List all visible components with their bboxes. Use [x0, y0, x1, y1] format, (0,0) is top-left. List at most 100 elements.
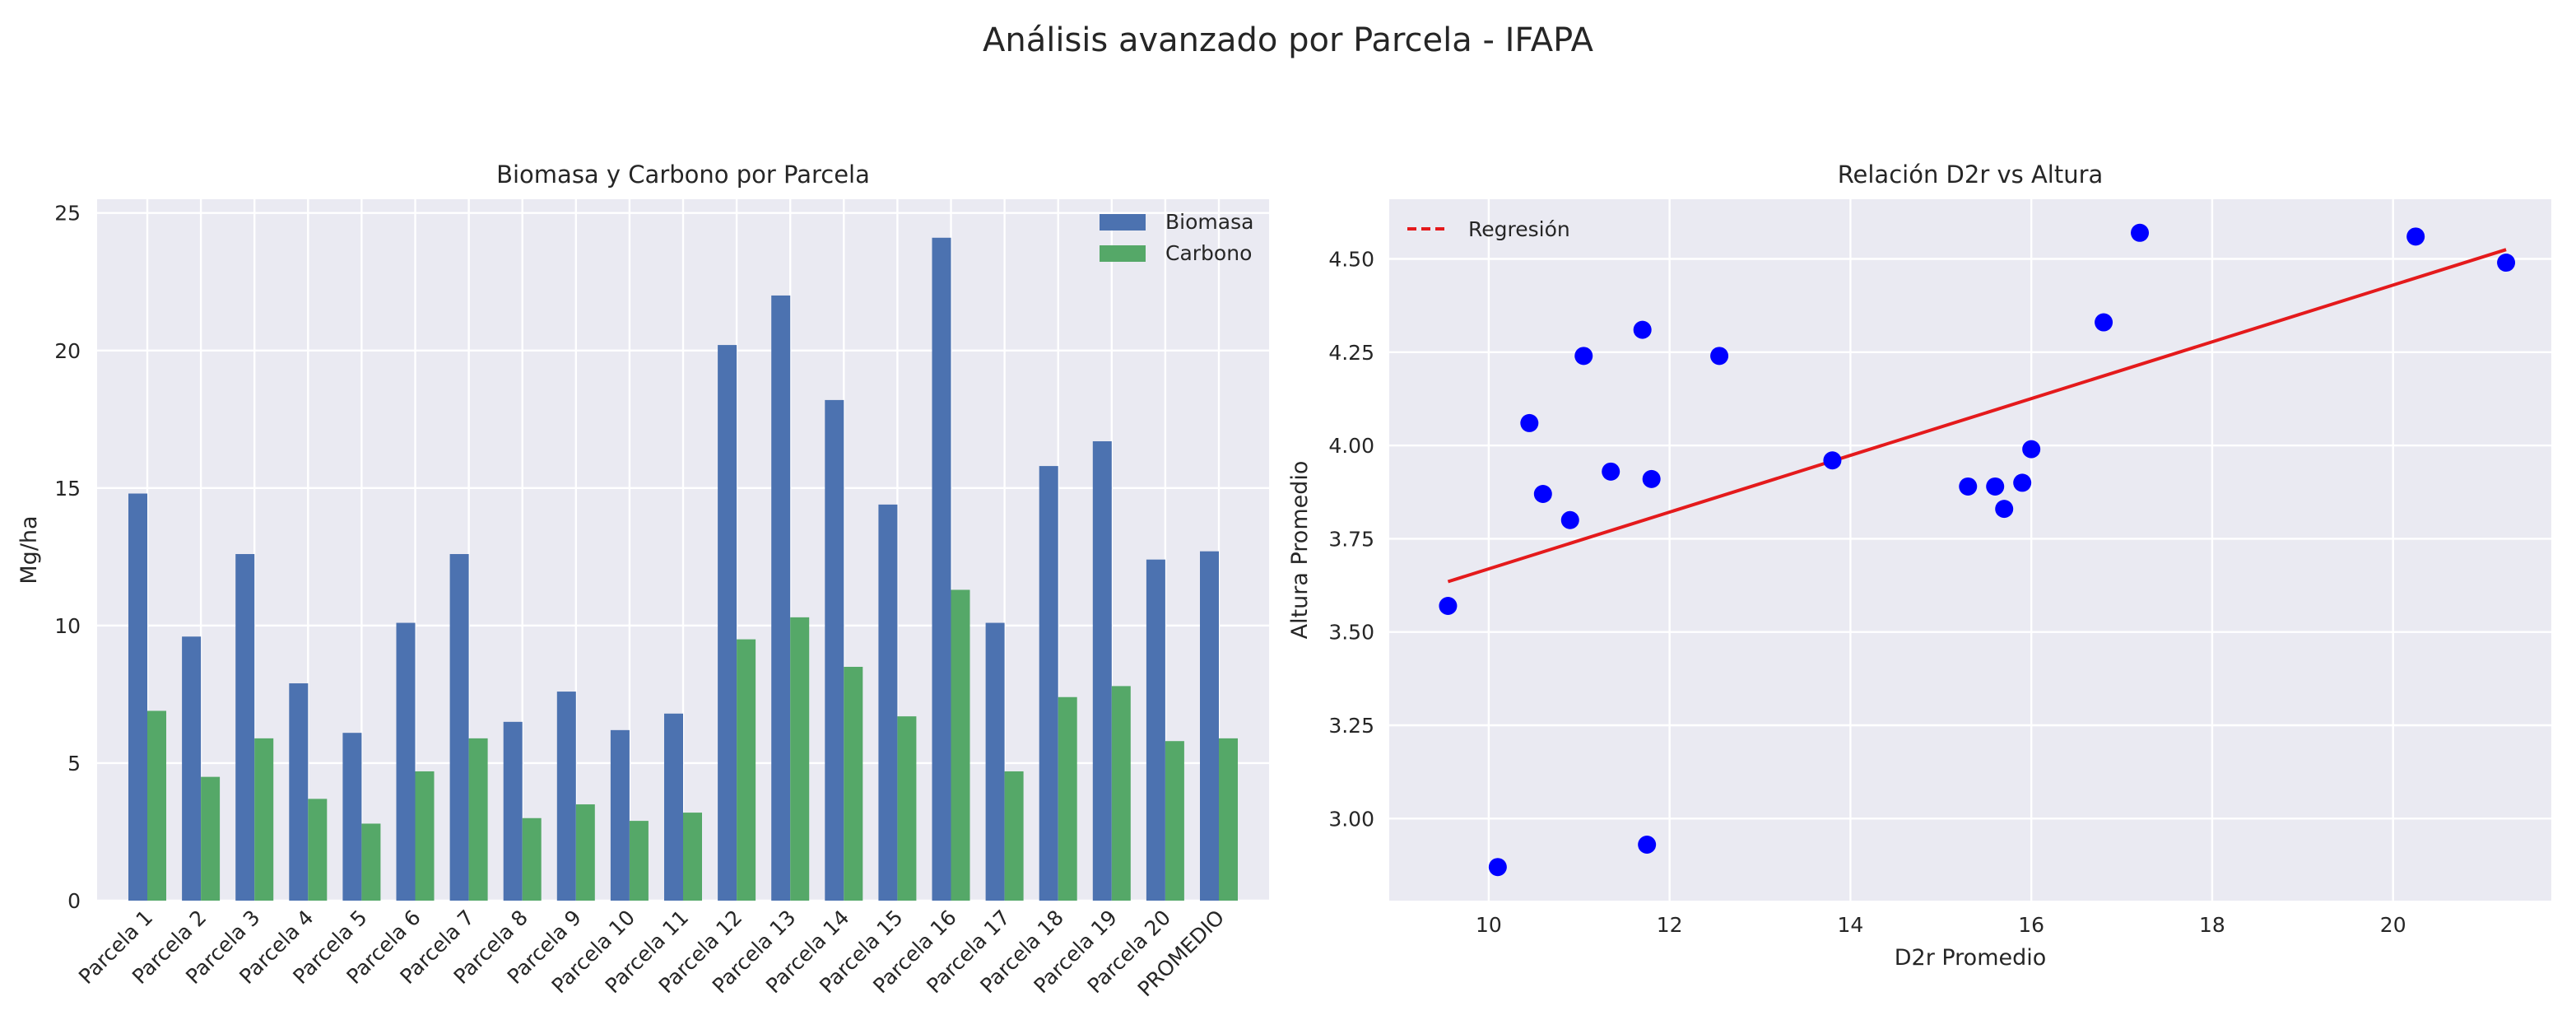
scatter-y-axis-label: Altura Promedio	[1287, 461, 1313, 640]
bar-carbono-18	[1058, 696, 1077, 901]
legend-label-regresion: Regresión	[1468, 217, 1570, 241]
bar-carbono-8	[522, 817, 542, 901]
scatter-y-tick-label: 4.50	[1328, 248, 1374, 272]
scatter-y-tick-label: 4.00	[1328, 434, 1374, 458]
bar-y-axis-label: Mg/ha	[16, 515, 42, 584]
scatter-y-tick-label: 3.25	[1328, 714, 1374, 738]
scatter-x-tick-label: 18	[2199, 913, 2225, 937]
bar-carbono-10	[629, 821, 649, 901]
bar-carbono-15	[897, 716, 917, 901]
bar-carbono-4	[308, 799, 328, 901]
scatter-point-2	[1488, 858, 1507, 877]
scatter-x-tick-label: 16	[2018, 913, 2044, 937]
bar-biomasa-8	[503, 721, 523, 901]
bar-biomasa-7	[449, 554, 469, 901]
regression-line	[1447, 248, 2507, 584]
bar-biomasa-20	[1146, 559, 1165, 901]
scatter-plot-area	[1389, 199, 2551, 901]
scatter-chart: 3.00 3.25 3.50 3.75 4.00 4.25 4.50 10 12 14 16 18 2…	[1287, 161, 2551, 971]
bar-biomasa-4	[289, 683, 309, 901]
legend-label-carbono: Carbono	[1165, 241, 1252, 265]
bar-biomasa-18	[1039, 466, 1058, 901]
scatter-point-7	[1602, 462, 1620, 481]
scatter-point-16	[2013, 473, 2032, 492]
scatter-point-15	[1995, 500, 2014, 519]
scatter-point-21	[2497, 254, 2516, 272]
scatter-point-18	[2095, 313, 2113, 332]
scatter-y-ticks: 3.00 3.25 3.50 3.75 4.00 4.25 4.50	[1328, 248, 1374, 831]
bar-biomasa-15	[878, 504, 898, 901]
scatter-point-11	[1710, 347, 1729, 366]
scatter-y-tick-label: 3.50	[1328, 621, 1374, 645]
bar-y-tick-label: 5	[67, 752, 81, 776]
scatter-points	[1439, 223, 2516, 877]
bar-carbono-12	[737, 639, 756, 901]
bar-y-tick-label: 0	[67, 889, 81, 913]
bar-carbono-6	[415, 771, 435, 901]
scatter-point-9	[1638, 836, 1657, 855]
bar-carbono-11	[683, 813, 702, 901]
bar-carbono-5	[361, 823, 381, 901]
bar-biomasa-12	[718, 345, 737, 901]
scatter-point-6	[1574, 347, 1593, 366]
bar-carbono-1	[147, 710, 166, 901]
scatter-point-20	[2406, 227, 2425, 246]
bar-carbono-20	[1165, 741, 1184, 901]
bar-carbono-16	[951, 589, 970, 901]
bar-biomasa-6	[396, 622, 416, 901]
bar-legend: Biomasa Carbono	[1100, 210, 1253, 265]
bar-carbono-21	[1219, 738, 1238, 901]
bar-biomasa-21	[1200, 551, 1219, 901]
scatter-x-tick-label: 20	[2380, 913, 2406, 937]
scatter-x-tick-label: 14	[1837, 913, 1863, 937]
legend-label-biomasa: Biomasa	[1165, 210, 1253, 234]
scatter-point-13	[1959, 477, 1978, 496]
scatter-point-3	[1520, 413, 1539, 432]
scatter-point-4	[1533, 485, 1552, 504]
bar-carbono-9	[575, 804, 595, 901]
bar-y-ticks: 0 5 10 15 20 25	[54, 202, 81, 913]
bar-y-tick-label: 25	[54, 202, 81, 226]
scatter-y-tick-label: 3.75	[1328, 527, 1374, 551]
scatter-point-12	[1823, 451, 1842, 470]
scatter-point-8	[1633, 320, 1652, 339]
bar-biomasa-19	[1092, 441, 1112, 901]
bar-biomasa-9	[556, 692, 576, 901]
legend-swatch-biomasa	[1100, 214, 1146, 231]
scatter-point-14	[1986, 477, 2005, 496]
bar-biomasa-2	[182, 636, 202, 901]
bar-biomasa-3	[235, 554, 255, 901]
bar-carbono-7	[468, 738, 488, 901]
bar-biomasa-14	[825, 399, 844, 901]
scatter-y-tick-label: 4.25	[1328, 341, 1374, 365]
bar-carbono-2	[201, 776, 221, 901]
bar-y-tick-label: 10	[54, 614, 81, 638]
bar-series	[128, 237, 1238, 901]
scatter-x-axis-label: D2r Promedio	[1895, 945, 2047, 971]
bar-biomasa-1	[128, 493, 147, 901]
scatter-x-ticks: 10 12 14 16 18 20	[1476, 913, 2406, 937]
bar-carbono-17	[1004, 771, 1024, 901]
figure-title: Análisis avanzado por Parcela - IFAPA	[983, 21, 1594, 59]
scatter-point-17	[2022, 440, 2041, 459]
legend-swatch-carbono	[1100, 245, 1146, 262]
bar-y-tick-label: 15	[54, 477, 81, 501]
bar-carbono-19	[1111, 686, 1131, 901]
scatter-point-19	[2131, 223, 2150, 242]
scatter-chart-title: Relación D2r vs Altura	[1838, 161, 2104, 189]
scatter-point-1	[1439, 596, 1458, 615]
bar-carbono-3	[254, 738, 274, 901]
bar-biomasa-5	[342, 733, 362, 901]
bar-biomasa-10	[610, 729, 630, 901]
bar-carbono-14	[844, 667, 863, 901]
bar-biomasa-16	[932, 237, 951, 901]
scatter-point-5	[1560, 510, 1579, 529]
bar-biomasa-17	[985, 622, 1005, 901]
bar-chart-title: Biomasa y Carbono por Parcela	[496, 161, 870, 189]
bar-carbono-13	[790, 617, 810, 901]
bar-y-tick-label: 20	[54, 339, 81, 363]
scatter-point-10	[1642, 469, 1661, 488]
